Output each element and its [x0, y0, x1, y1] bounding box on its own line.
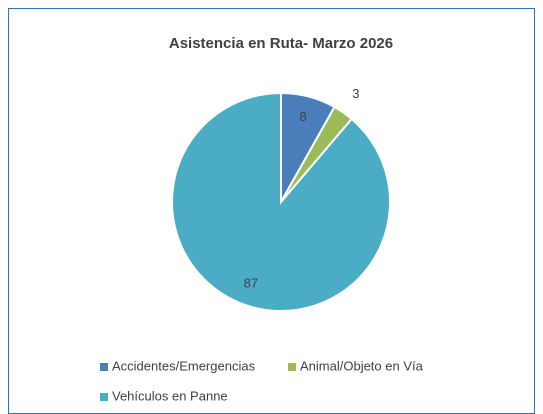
- data-label: 8: [300, 109, 307, 124]
- data-label: 87: [244, 275, 258, 290]
- pie-slice: [171, 91, 391, 312]
- legend-label: Accidentes/Emergencias: [112, 358, 256, 373]
- legend-label: Animal/Objeto en Vía: [300, 358, 424, 373]
- legend-swatch: [288, 363, 296, 371]
- legend-swatch: [100, 393, 108, 401]
- data-label: 3: [352, 86, 359, 101]
- legend-swatch: [100, 363, 108, 371]
- chart-title: Asistencia en Ruta- Marzo 2026: [169, 35, 393, 52]
- legend-label: Vehículos en Panne: [112, 388, 228, 403]
